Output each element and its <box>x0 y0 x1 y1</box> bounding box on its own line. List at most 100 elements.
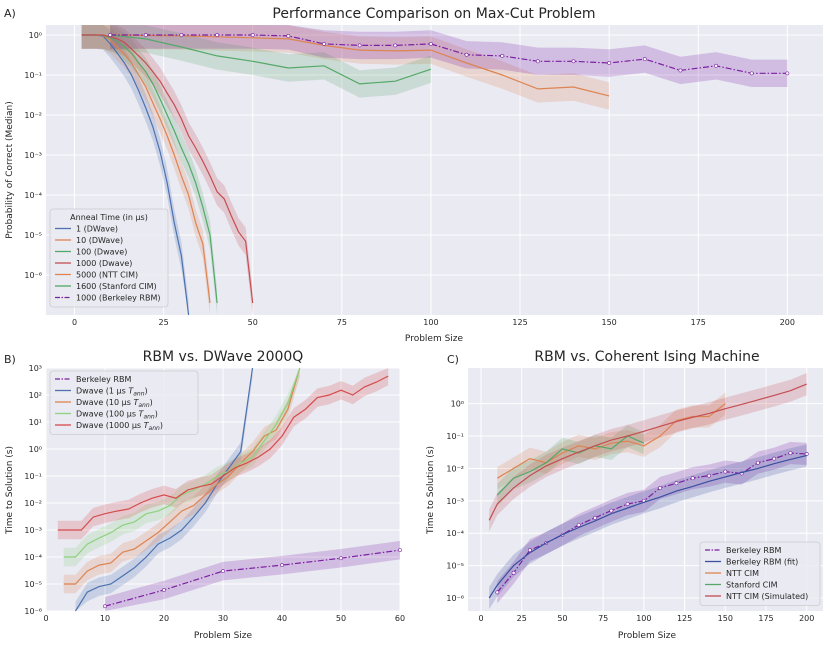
data-point <box>215 33 219 37</box>
panel-a-title: Performance Comparison on Max-Cut Proble… <box>272 6 595 22</box>
panel-a-label: A) <box>4 7 16 20</box>
data-point <box>755 460 760 465</box>
x-tick-label: 30 <box>218 614 228 623</box>
series-line <box>488 454 807 599</box>
x-tick-label: 0 <box>72 318 77 327</box>
legend-label: Dwave (1 μs Tann) <box>76 387 148 398</box>
data-point <box>339 556 343 561</box>
x-tick-label: 50 <box>557 614 567 623</box>
data-point <box>690 476 695 481</box>
legend-label: 1600 (Stanford CIM) <box>76 282 157 291</box>
series-band <box>63 368 300 567</box>
data-point <box>495 590 500 595</box>
panel-c-label: C) <box>447 353 459 366</box>
x-tick-label: 0 <box>43 614 48 623</box>
data-point <box>429 41 433 46</box>
data-point <box>162 588 166 592</box>
data-point <box>535 59 540 64</box>
series-line <box>110 34 788 74</box>
y-tick-label: 10⁻⁶ <box>24 607 42 616</box>
data-point <box>322 41 326 46</box>
y-tick-label: 10² <box>29 391 42 400</box>
y-tick-label: 10⁻⁶ <box>24 271 42 280</box>
legend-label: Berkeley RBM <box>76 375 131 384</box>
series-line <box>63 367 301 558</box>
legend-label: Berkeley RBM (fit) <box>726 558 798 567</box>
data-point <box>804 452 809 456</box>
y-tick-label: 10⁻¹ <box>446 432 464 441</box>
data-point <box>714 63 718 68</box>
y-tick-label: 10⁻³ <box>24 151 42 160</box>
x-tick-label: 20 <box>159 614 169 623</box>
data-point <box>707 473 711 478</box>
x-tick-label: 175 <box>758 614 773 623</box>
data-point <box>464 52 469 57</box>
series-band <box>105 540 400 611</box>
data-point <box>511 570 516 575</box>
series-band <box>110 25 610 110</box>
series-line <box>57 375 389 531</box>
data-point <box>527 548 532 553</box>
x-tick-label: 10 <box>100 614 110 623</box>
panel-a-ylabel: Probability of Correct (Median) <box>5 101 15 238</box>
x-tick-label: 100 <box>423 318 438 327</box>
series-band <box>75 368 253 611</box>
data-point <box>772 456 777 461</box>
legend-box <box>699 541 821 606</box>
x-tick-label: 100 <box>636 614 651 623</box>
data-point <box>250 33 255 37</box>
data-point <box>280 563 284 568</box>
legend-label: NTT CIM <box>726 569 759 578</box>
legend-label: 5000 (NTT CIM) <box>76 271 138 280</box>
legend-label: Dwave (10 μs Tann) <box>76 398 153 409</box>
series-line <box>488 383 807 521</box>
panel-c-ylabel: Time to Solution (s) <box>426 446 436 535</box>
legend-box <box>49 208 169 308</box>
series-band <box>489 444 807 610</box>
y-tick-label: 10⁻⁶ <box>446 594 464 603</box>
data-point <box>609 508 614 513</box>
panel-a: 0 25 50 75 100 125 150 175 200 10⁰ 10⁻¹ 10⁻² 10⁻³ 10… <box>4 6 823 344</box>
data-point <box>357 43 362 48</box>
data-point <box>108 33 113 37</box>
x-tick-label: 0 <box>478 614 483 623</box>
series-band <box>57 368 389 540</box>
panel-b: 0 10 20 30 40 50 60 10⁻⁶ 10⁻⁵ 10⁻⁴ 10⁻³ 10⁻² 10⁻¹ 10… <box>4 349 405 641</box>
x-tick-label: 25 <box>159 318 169 327</box>
x-tick-label: 125 <box>512 318 527 327</box>
series-band <box>489 373 807 532</box>
legend-label: 1000 (Dwave) <box>76 259 132 268</box>
y-tick-label: 10¹ <box>29 418 42 427</box>
series-line <box>496 435 645 496</box>
panel-a-xlabel: Problem Size <box>405 334 464 344</box>
data-point <box>593 515 597 520</box>
x-tick-label: 50 <box>248 318 258 327</box>
y-tick-label: 10⁻² <box>446 464 464 473</box>
y-tick-label: 10⁻³ <box>446 497 464 506</box>
data-point <box>607 61 612 65</box>
data-point <box>398 548 402 553</box>
x-tick-label: 60 <box>395 614 405 623</box>
legend-label: 100 (Dwave) <box>76 248 127 257</box>
legend-label: Stanford CIM <box>726 581 778 590</box>
legend-label: NTT CIM (Simulated) <box>726 592 808 601</box>
panel-b-title: RBM vs. DWave 2000Q <box>143 349 304 365</box>
series-line <box>63 367 301 585</box>
series-line <box>110 34 432 85</box>
panel-b-xlabel: Problem Size <box>194 631 253 641</box>
x-tick-label: 150 <box>718 614 733 623</box>
x-tick-label: 25 <box>517 614 527 623</box>
x-tick-label: 150 <box>602 318 617 327</box>
y-tick-label: 10⁻¹ <box>24 472 42 481</box>
panel-b-legend: Berkeley RBM Dwave (1 μs Tann)Dwave (10 μ… <box>49 370 199 435</box>
series-band <box>497 392 726 490</box>
y-tick-label: 10⁻⁵ <box>24 580 42 589</box>
data-point <box>788 451 793 455</box>
y-tick-label: 10⁻³ <box>24 526 42 535</box>
panel-b-label: B) <box>4 353 16 366</box>
y-tick-label: 10⁻⁵ <box>446 562 464 571</box>
legend-label: 1 (DWave) <box>76 225 118 234</box>
data-point <box>785 71 790 76</box>
panel-a-legend: Anneal Time (in μs) 1 (DWave) 10 (DWave) 10… <box>49 208 169 308</box>
y-tick-label: 10⁻⁴ <box>446 529 464 538</box>
